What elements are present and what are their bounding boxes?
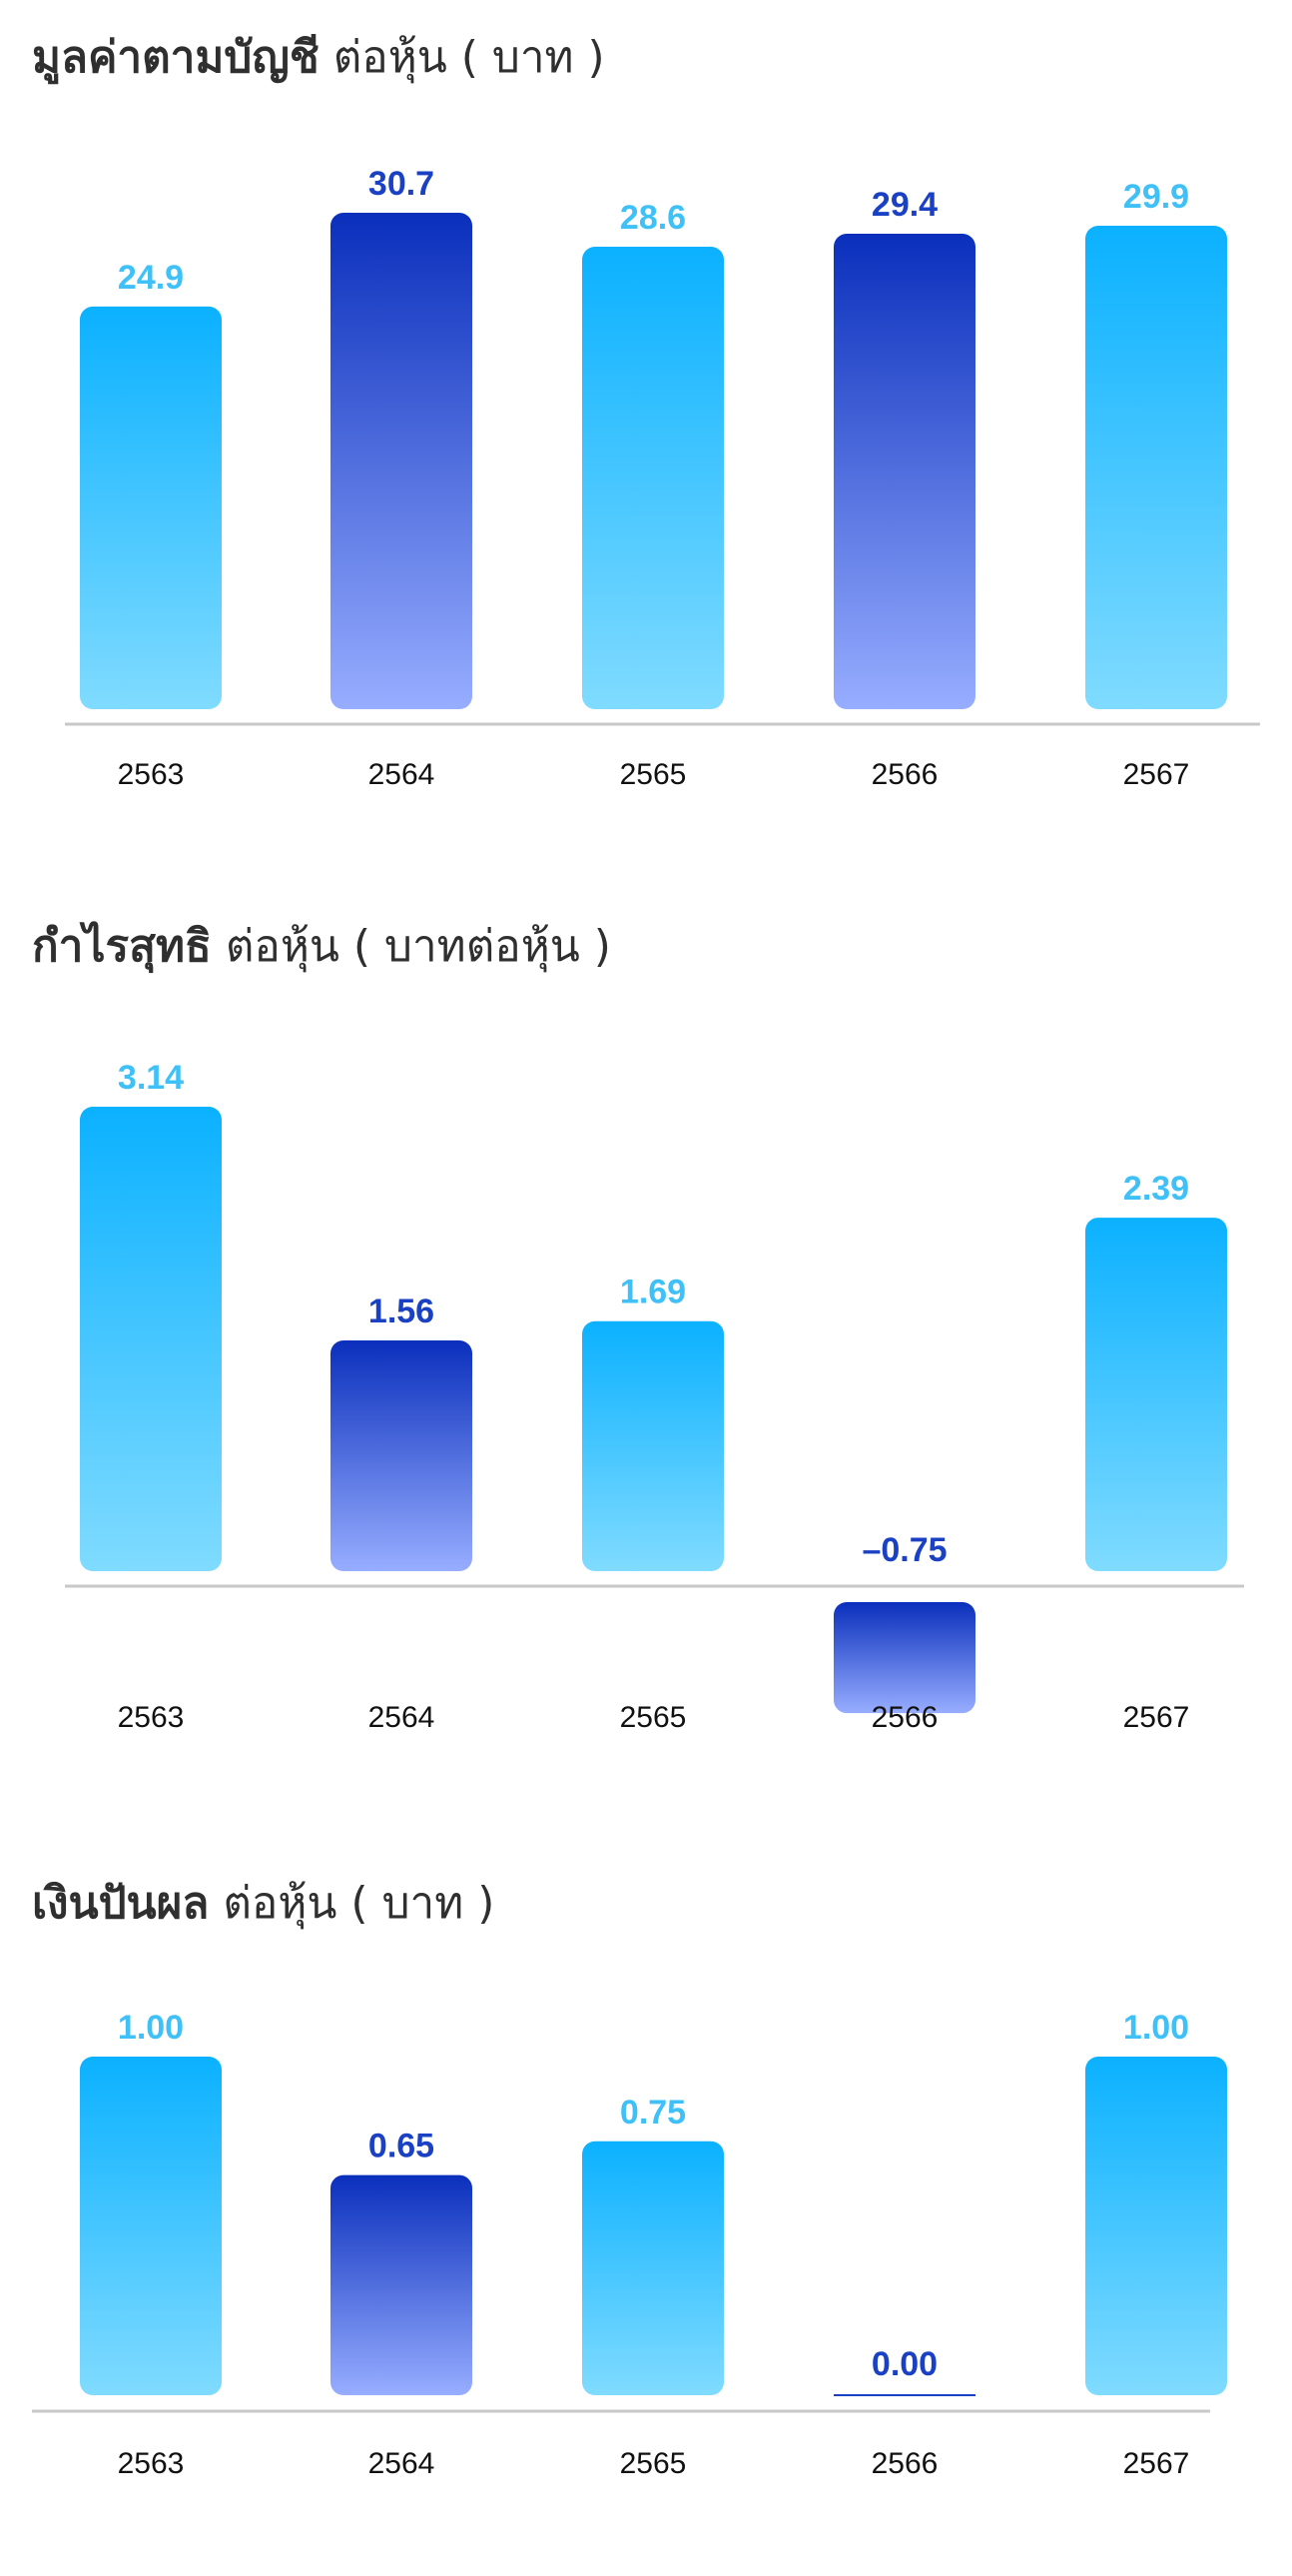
eps-bar-chart: 3.14 2563 1.56 2564 1.69 2565 –0.75 2566 2.39 256… (65, 1059, 1244, 1734)
bar-2567 (1085, 2057, 1227, 2395)
x-tick-label: 2564 (368, 2447, 435, 2480)
value-label-2563: 24.9 (118, 259, 184, 297)
bar-2565 (582, 1320, 724, 1571)
dividend-bar-chart: 1.00 2563 0.65 2564 0.75 2565 0.00 2566 1.00 2567 (32, 2009, 1227, 2480)
value-label-2566: –0.75 (862, 1531, 947, 1569)
bar-2564 (330, 2174, 472, 2395)
x-tick-label: 2567 (1123, 758, 1190, 791)
x-tick-label: 2563 (118, 1701, 185, 1734)
bar-2564 (330, 1339, 472, 1571)
book-value-chart-title: มูลค่าตามบัญชี ต่อหุ้น ( บาท ) (32, 28, 605, 88)
bar-2563 (80, 2057, 222, 2395)
x-tick-label: 2563 (118, 2447, 185, 2480)
bar-2563 (80, 306, 222, 709)
value-label-2564: 1.56 (368, 1292, 434, 1330)
value-label-2564: 0.65 (368, 2128, 434, 2165)
chart-title-unit: ต่อหุ้น ( บาท ) (223, 1878, 495, 1929)
x-tick-label: 2564 (368, 1701, 435, 1734)
value-label-2565: 28.6 (620, 199, 686, 237)
x-tick-label: 2566 (872, 1701, 939, 1734)
x-tick-label: 2563 (118, 758, 185, 791)
chart-title-unit: ต่อหุ้น ( บาทต่อหุ้น ) (225, 921, 611, 972)
value-label-2563: 3.14 (118, 1059, 184, 1097)
chart-title-main: เงินปันผล (32, 1878, 210, 1929)
bar-2565 (582, 246, 724, 709)
bar-2564 (330, 213, 472, 709)
x-tick-label: 2567 (1123, 1701, 1190, 1734)
x-tick-label: 2565 (620, 758, 687, 791)
eps-chart-title: กำไรสุทธิ ต่อหุ้น ( บาทต่อหุ้น ) (32, 917, 611, 977)
x-tick-label: 2566 (872, 758, 939, 791)
value-label-2563: 1.00 (118, 2009, 184, 2047)
bar-2567 (1085, 1218, 1227, 1571)
chart-title-unit: ต่อหุ้น ( บาท ) (332, 32, 605, 83)
book-value-bar-chart: 24.9 2563 30.7 2564 28.6 2565 29.4 2566 29.9 2567 (65, 165, 1260, 791)
dividend-chart-title: เงินปันผล ต่อหุ้น ( บาท ) (32, 1874, 494, 1934)
dividend-chart: เงินปันผล ต่อหุ้น ( บาท ) 1.00 2563 0.65 25… (0, 1874, 1292, 2553)
value-label-2567: 1.00 (1123, 2009, 1189, 2047)
book-value-chart: มูลค่าตามบัญชี ต่อหุ้น ( บาท ) 24.9 2563 3… (0, 28, 1292, 807)
value-label-2566: 0.00 (872, 2345, 938, 2383)
bar-2563 (80, 1107, 222, 1571)
value-label-2567: 2.39 (1123, 1170, 1189, 1208)
value-label-2566: 29.4 (872, 186, 938, 224)
x-tick-label: 2566 (872, 2447, 939, 2480)
eps-chart: กำไรสุทธิ ต่อหุ้น ( บาทต่อหุ้น ) 3.14 256… (0, 917, 1292, 1776)
x-tick-label: 2565 (620, 1701, 687, 1734)
value-label-2567: 29.9 (1123, 178, 1189, 216)
value-label-2564: 30.7 (368, 165, 434, 203)
x-tick-label: 2564 (368, 758, 435, 791)
bar-2566 (834, 234, 975, 710)
value-label-2565: 1.69 (620, 1274, 686, 1311)
bar-2566 (834, 1602, 975, 1714)
chart-title-main: มูลค่าตามบัญชี (32, 32, 320, 83)
bar-2567 (1085, 225, 1227, 709)
bar-2565 (582, 2141, 724, 2395)
chart-title-main: กำไรสุทธิ (32, 921, 212, 972)
value-label-2565: 0.75 (620, 2094, 686, 2132)
x-tick-label: 2567 (1123, 2447, 1190, 2480)
x-tick-label: 2565 (620, 2447, 687, 2480)
